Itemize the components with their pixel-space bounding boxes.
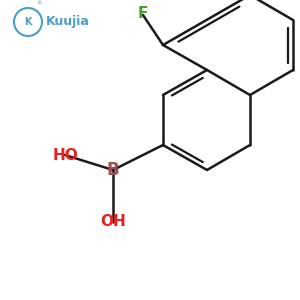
Text: ®: ® — [36, 2, 42, 7]
Text: Kuujia: Kuujia — [46, 16, 90, 28]
Text: OH: OH — [100, 214, 126, 230]
Text: B: B — [107, 161, 119, 179]
Text: K: K — [24, 17, 32, 27]
Text: F: F — [138, 6, 148, 21]
Text: HO: HO — [52, 148, 78, 163]
